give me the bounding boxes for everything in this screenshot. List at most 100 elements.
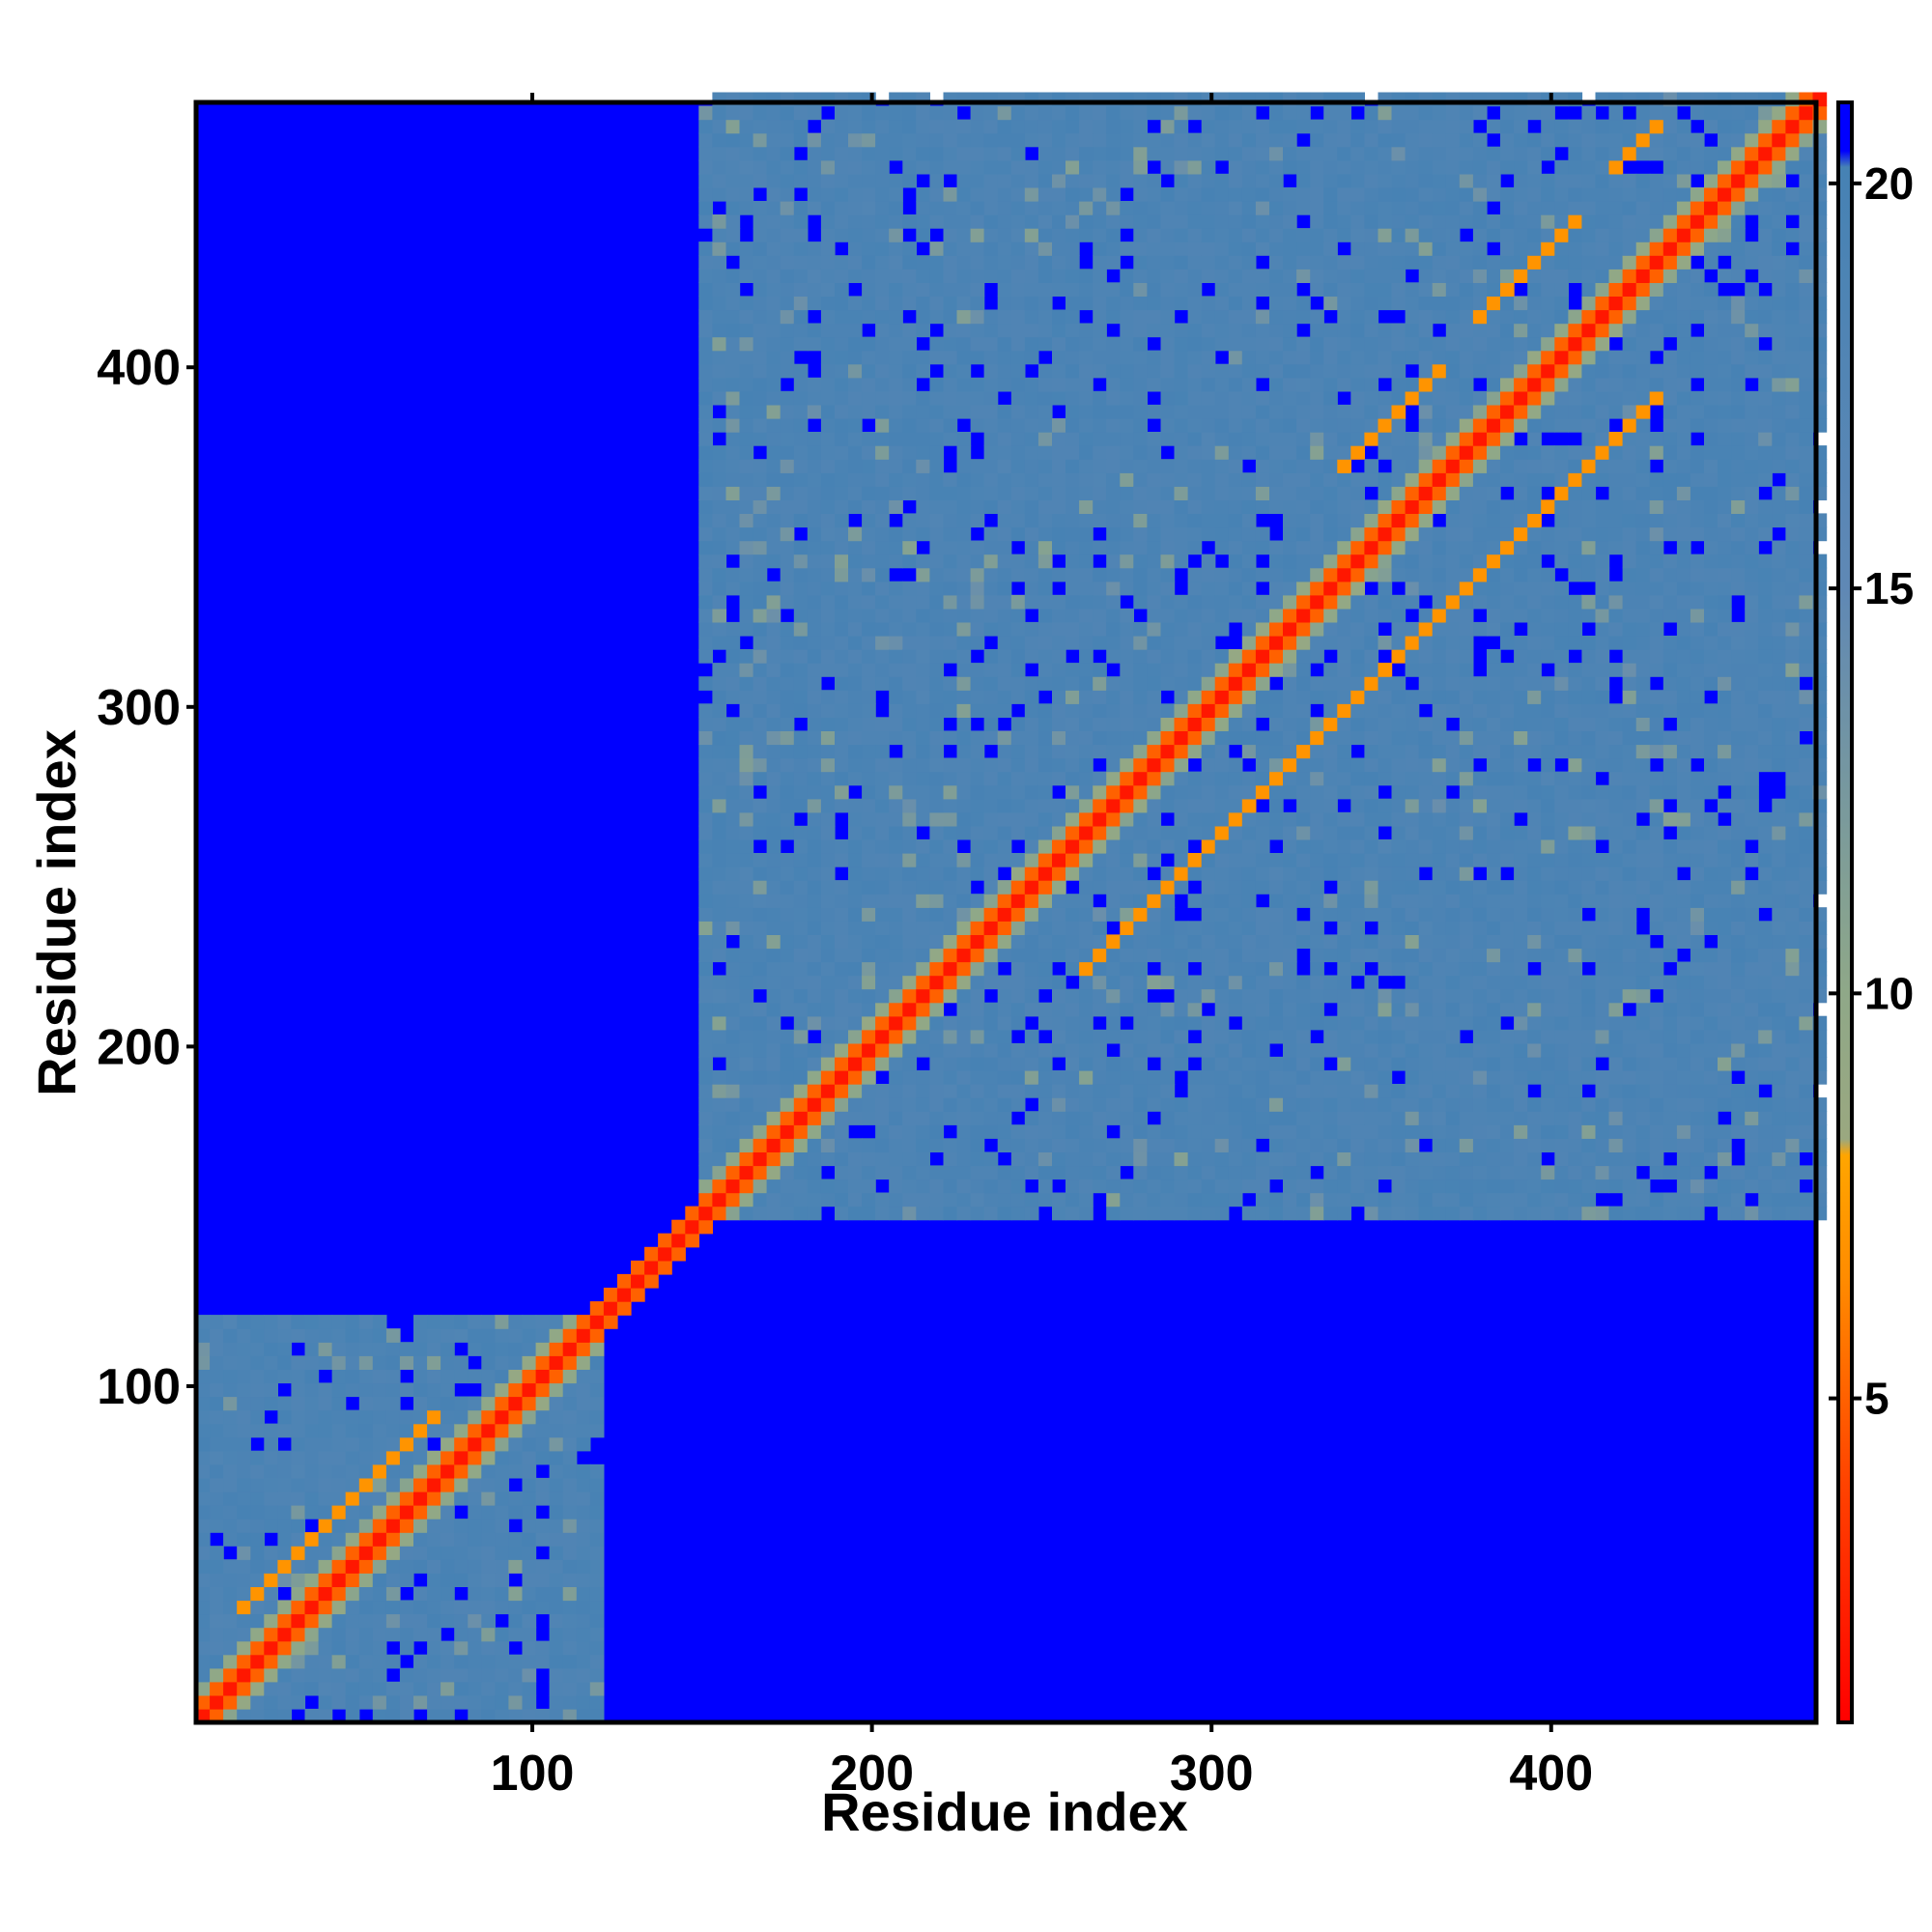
heatmap-cell xyxy=(1037,581,1053,596)
heatmap-cell xyxy=(902,1042,917,1058)
heatmap-cell xyxy=(1052,1002,1066,1017)
heatmap-cell xyxy=(929,690,945,704)
heatmap-cell xyxy=(576,1355,591,1370)
heatmap-cell xyxy=(943,676,958,691)
heatmap-cell xyxy=(807,663,822,677)
heatmap-cell xyxy=(1079,228,1094,242)
heatmap-cell xyxy=(929,1165,945,1180)
heatmap-cell xyxy=(1010,432,1026,446)
heatmap-cell xyxy=(1010,228,1026,242)
heatmap-cell xyxy=(698,703,713,718)
heatmap-cell xyxy=(385,1436,401,1452)
heatmap-cell xyxy=(495,1519,510,1533)
heatmap-cell xyxy=(1255,1042,1270,1058)
heatmap-cell xyxy=(318,1708,333,1723)
heatmap-cell xyxy=(793,649,809,664)
heatmap-cell xyxy=(1241,418,1257,433)
heatmap-cell xyxy=(385,1654,401,1669)
heatmap-cell xyxy=(495,1586,510,1602)
heatmap-cell xyxy=(875,676,890,691)
heatmap-cell xyxy=(237,1491,251,1506)
heatmap-cell xyxy=(223,1600,238,1615)
heatmap-cell xyxy=(345,1681,360,1696)
heatmap-cell xyxy=(1283,1056,1297,1071)
heatmap-cell xyxy=(889,838,903,854)
heatmap-cell xyxy=(956,730,972,746)
heatmap-cell xyxy=(535,1708,551,1723)
heatmap-cell xyxy=(1106,513,1121,528)
heatmap-cell xyxy=(1241,336,1257,352)
heatmap-cell xyxy=(1323,472,1338,487)
heatmap-cell xyxy=(1133,907,1148,922)
heatmap-cell xyxy=(1010,159,1026,175)
heatmap-cell xyxy=(712,894,727,908)
heatmap-cell xyxy=(929,798,945,813)
heatmap-cell xyxy=(1093,472,1107,487)
heatmap-cell xyxy=(902,296,917,311)
heatmap-cell xyxy=(196,1694,211,1710)
heatmap-cell xyxy=(1106,730,1121,746)
heatmap-cell xyxy=(413,1491,428,1506)
heatmap-cell xyxy=(1037,948,1053,963)
heatmap-cell xyxy=(1024,853,1039,867)
heatmap-cell xyxy=(277,1627,293,1642)
heatmap-cell xyxy=(862,363,876,379)
heatmap-cell xyxy=(1310,567,1324,582)
heatmap-cell xyxy=(1228,459,1243,473)
heatmap-cell xyxy=(427,1342,441,1356)
heatmap-cell xyxy=(1106,784,1121,800)
heatmap-cell xyxy=(1283,554,1297,569)
heatmap-cell xyxy=(603,1301,618,1316)
heatmap-cell xyxy=(725,1070,741,1085)
heatmap-cell xyxy=(1269,636,1284,650)
heatmap-cell xyxy=(1241,363,1257,379)
heatmap-cell xyxy=(1255,1097,1270,1112)
heatmap-cell xyxy=(1079,336,1094,352)
heatmap-cell xyxy=(1174,948,1189,963)
heatmap-cell xyxy=(956,350,972,365)
heatmap-cell xyxy=(1147,853,1162,867)
heatmap-cell xyxy=(589,1315,605,1329)
heatmap-cell xyxy=(889,1042,903,1058)
heatmap-cell xyxy=(698,608,713,623)
heatmap-cell xyxy=(1337,730,1351,746)
heatmap-cell xyxy=(875,567,890,582)
heatmap-cell xyxy=(1147,201,1162,215)
heatmap-cell xyxy=(1187,173,1203,188)
heatmap-cell xyxy=(889,621,903,637)
heatmap-cell xyxy=(1024,798,1039,813)
heatmap-cell xyxy=(983,445,999,460)
heatmap-cell xyxy=(943,894,958,908)
heatmap-cell xyxy=(1201,594,1216,610)
heatmap-cell xyxy=(1323,323,1338,338)
heatmap-cell xyxy=(549,1708,564,1723)
heatmap-cell xyxy=(889,636,903,650)
heatmap-cell xyxy=(1350,663,1365,677)
heatmap-cell xyxy=(1160,921,1176,935)
heatmap-cell xyxy=(956,486,972,500)
heatmap-cell xyxy=(291,1463,306,1479)
heatmap-cell xyxy=(1323,907,1338,922)
heatmap-cell xyxy=(1106,838,1121,854)
heatmap-cell xyxy=(210,1328,224,1343)
heatmap-cell xyxy=(196,1315,211,1329)
heatmap-cell xyxy=(766,1029,781,1044)
heatmap-cell xyxy=(780,594,795,610)
heatmap-cell xyxy=(385,1463,401,1479)
heatmap-cell xyxy=(1214,703,1230,718)
heatmap-cell xyxy=(1079,1179,1094,1194)
heatmap-cell xyxy=(1106,377,1121,392)
heatmap-cell xyxy=(780,1056,795,1071)
heatmap-cell xyxy=(902,649,917,664)
heatmap-cell xyxy=(1106,907,1121,922)
heatmap-cell xyxy=(1269,907,1284,922)
heatmap-cell xyxy=(1283,1084,1297,1098)
heatmap-cell xyxy=(875,784,890,800)
heatmap-cell xyxy=(983,526,999,542)
heatmap-cell xyxy=(1065,594,1080,610)
heatmap-cell xyxy=(753,717,768,731)
heatmap-cell xyxy=(277,1463,293,1479)
heatmap-cell xyxy=(1391,119,1406,134)
heatmap-cell xyxy=(1228,608,1243,623)
heatmap-cell xyxy=(889,1056,903,1071)
